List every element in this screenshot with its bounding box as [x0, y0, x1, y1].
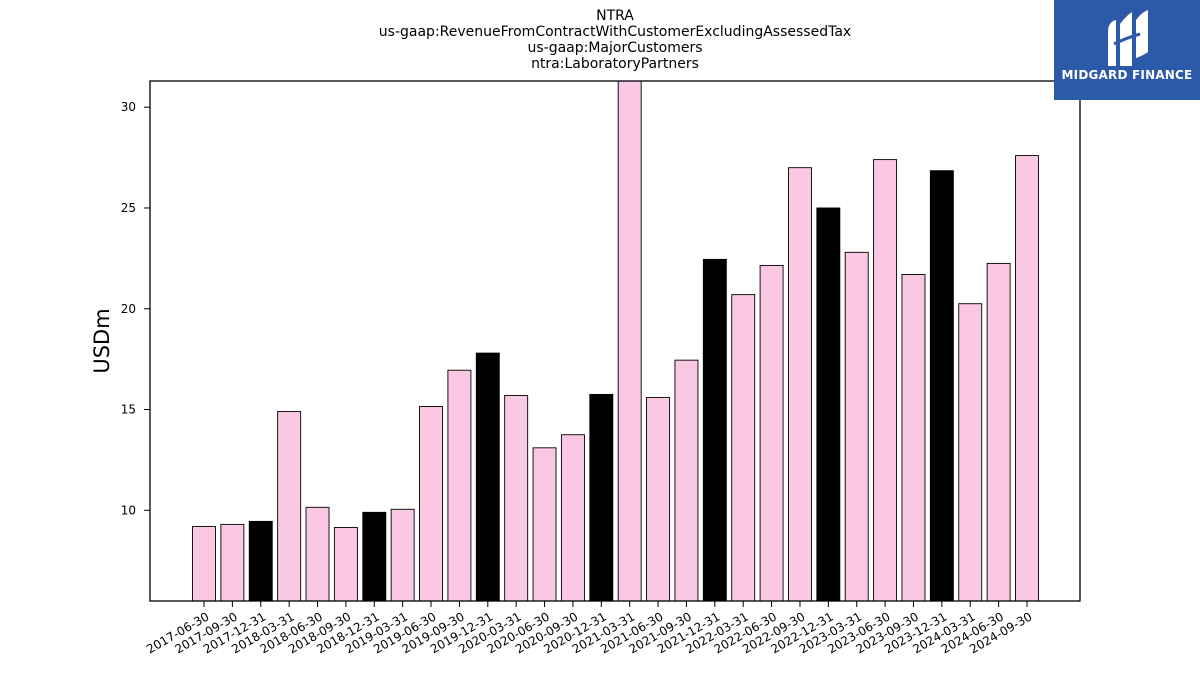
bar [986, 262, 1011, 602]
bar [873, 159, 898, 602]
bar [759, 264, 784, 602]
bar [646, 396, 671, 602]
plot-frame [149, 80, 1081, 602]
bar [929, 170, 954, 602]
brand-logo: MIDGARD FINANCE [1054, 0, 1200, 100]
logo-text: MIDGARD FINANCE [1061, 68, 1193, 82]
bar [674, 359, 699, 602]
bar [901, 274, 926, 602]
bar [419, 406, 443, 602]
bar [390, 508, 415, 602]
bar [475, 352, 500, 602]
bar [277, 411, 302, 602]
bar [958, 303, 983, 602]
y-axis-label: USDm [90, 308, 114, 373]
bar [617, 80, 642, 602]
chart-title-line: NTRA [596, 8, 634, 24]
bar [192, 525, 216, 602]
chart-title-line: us-gaap:MajorCustomers [527, 40, 702, 56]
y-tick-label: 20 [121, 302, 136, 316]
y-tick-label: 25 [121, 201, 136, 215]
chart-title-line: ntra:LaboratoryPartners [531, 56, 699, 72]
chart-title: NTRAus-gaap:RevenueFromContractWithCusto… [379, 8, 851, 72]
y-tick-label: 30 [121, 100, 136, 114]
y-axis: 10 15 20 25 30 [121, 100, 150, 517]
bar [248, 520, 273, 602]
bar [220, 523, 245, 602]
bar [447, 369, 472, 602]
bar [589, 393, 614, 602]
bar [560, 434, 585, 602]
bar [532, 447, 557, 602]
bars [192, 80, 1039, 602]
bar [788, 167, 812, 602]
y-tick-label: 10 [121, 503, 136, 517]
bar [816, 207, 841, 602]
bar [731, 294, 756, 602]
bar [1015, 155, 1039, 602]
bar [504, 394, 529, 602]
bar [362, 511, 387, 602]
x-axis: 2017-06-302017-09-302017-12-312018-03-31… [144, 601, 1035, 656]
chart-title-line: us-gaap:RevenueFromContractWithCustomerE… [379, 24, 851, 40]
y-tick-label: 15 [121, 403, 136, 417]
logo-mark-icon [1108, 10, 1148, 66]
bar [333, 526, 358, 602]
bar [305, 506, 330, 602]
bar [702, 258, 727, 602]
bar [844, 251, 869, 602]
